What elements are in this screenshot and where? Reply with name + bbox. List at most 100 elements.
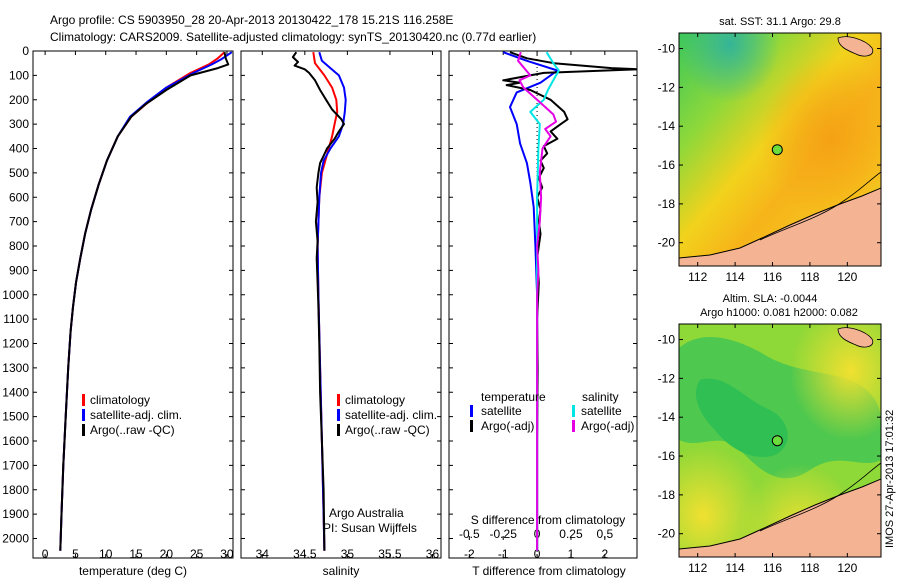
temperature-series (59, 51, 233, 551)
y-tick-label: 200 (9, 93, 29, 107)
map-x-tick-label: 118 (800, 561, 819, 575)
x-tick-label: 35.5 (378, 547, 402, 561)
sla-map-argo-marker (771, 435, 783, 447)
annotation-argo-australia: Argo Australia (329, 506, 404, 520)
salinity-series (291, 51, 347, 551)
map-y-tick-label: -12 (658, 80, 676, 94)
sla-map-frame (678, 323, 882, 558)
difference-x-axis: -2 -1 0 1 2 (464, 51, 608, 561)
legend-swatch-temp-argo (470, 420, 473, 432)
map-x-tick-label: 116 (763, 270, 782, 284)
x-tick-label: 0 (42, 547, 49, 561)
legend-label-argo: Argo(..raw -QC) (90, 423, 175, 437)
y-tick-label: 1000 (2, 288, 29, 302)
map-x-tick-label: 114 (726, 561, 745, 575)
y-tick-label: 900 (9, 263, 29, 277)
y-tick-label: 1400 (2, 385, 29, 399)
sst-map-title: sat. SST: 31.1 Argo: 29.8 (719, 16, 841, 28)
y-tick-label: 500 (9, 166, 29, 180)
legend-swatch-sal-argo (572, 420, 575, 432)
y-tick-label: 300 (9, 117, 29, 131)
x-tick-label: 34.5 (293, 547, 317, 561)
sla-map-panel: Altim. SLA: -0.0044 Argo h1000: 0.081 h2… (658, 293, 882, 575)
top-x-tick-label: 0.25 (559, 527, 583, 541)
x-tick-label: -2 (464, 547, 475, 561)
difference-panel: -2 -1 0 1 2 -0.5 -0.25 0 0.25 0.5 T difference f… (448, 50, 638, 578)
y-tick-label: 1700 (2, 458, 29, 472)
difference-series (502, 51, 637, 558)
sla-map-axes: 112 114 116 118 120 -10 -12 -14 -16 -18 -20 (658, 324, 881, 575)
map-y-tick-label: -14 (658, 410, 676, 424)
y-tick-label: 1200 (2, 337, 29, 351)
sla-map-contour (759, 462, 881, 532)
x-tick-label: 5 (72, 547, 79, 561)
x-tick-label: 34 (256, 547, 270, 561)
depth-axis: 0 100 200 300 400 500 600 700 800 900 1000 1100 1200… (2, 44, 233, 546)
series-line-climatology (59, 51, 226, 551)
legend-label-satellite: satellite-adj. clim. (345, 408, 437, 422)
legend-label-satellite: satellite-adj. clim. (90, 408, 182, 422)
y-tick-label: 800 (9, 239, 29, 253)
legend-label-temp-satellite: satellite (481, 404, 522, 418)
salinity-x-axis: 34 34.5 35 35.5 36 (256, 51, 440, 561)
legend-label-sal-argo: Argo(-adj) (581, 419, 634, 433)
y-tick-label: 1100 (3, 312, 29, 326)
imos-timestamp: IMOS 27-Apr-2013 17:01:32 (884, 410, 896, 548)
y-tick-label: 600 (9, 190, 29, 204)
series-line-salinity-satellite (529, 51, 560, 551)
temperature-xlabel: temperature (deg C) (79, 564, 187, 578)
temperature-legend: climatology satellite-adj. clim. Argo(..… (82, 393, 182, 437)
x-tick-label: 36 (426, 547, 440, 561)
difference-top-x-axis: -0.5 -0.25 0 0.25 0.5 (459, 527, 614, 541)
legend-label-temp-argo: Argo(-adj) (481, 419, 534, 433)
legend-label-argo: Argo(..raw -QC) (345, 423, 430, 437)
x-tick-label: 2 (601, 547, 608, 561)
sst-map-frame (678, 32, 882, 267)
sla-map-title-line2: Argo h1000: 0.081 h2000: 0.082 (700, 307, 858, 319)
legend-heading-temperature: temperature (481, 390, 546, 404)
difference-xlabel-top: S difference from climatology (471, 513, 626, 527)
temperature-axes-frame (32, 50, 234, 559)
figure-title-line2: Climatology: CARS2009. Satellite-adjuste… (50, 30, 536, 44)
legend-swatch-satellite (82, 409, 85, 421)
x-tick-label: 15 (129, 547, 143, 561)
difference-y-ticks (449, 50, 637, 539)
map-x-tick-label: 120 (837, 270, 857, 284)
x-tick-label: 30 (220, 547, 234, 561)
top-x-tick-label: -0.25 (490, 527, 518, 541)
salinity-y-ticks (241, 50, 441, 539)
map-x-tick-label: 116 (763, 561, 782, 575)
legend-label-sal-satellite: satellite (581, 404, 622, 418)
x-tick-label: 20 (160, 547, 174, 561)
y-tick-label: 0 (22, 44, 29, 58)
difference-legend: temperature satellite Argo(-adj) salinit… (470, 390, 634, 433)
y-tick-label: 1600 (2, 434, 29, 448)
sla-map-island (837, 327, 874, 348)
top-x-tick-label: 0.5 (596, 527, 613, 541)
map-x-tick-label: 112 (688, 270, 707, 284)
series-line-salinity-argo-adj- (517, 51, 557, 551)
y-tick-label: 2000 (2, 532, 29, 546)
difference-axes-frame (448, 50, 638, 559)
sst-map-contour (759, 171, 881, 241)
map-y-tick-label: -20 (658, 236, 676, 250)
figure-title-line1: Argo profile: CS 5903950_28 20-Apr-2013 … (50, 13, 453, 27)
map-y-tick-label: -12 (658, 371, 676, 385)
y-tick-label: 1800 (2, 483, 29, 497)
sla-map-coastline (679, 478, 881, 557)
y-tick-label: 1900 (2, 507, 29, 521)
sst-map-axes: 112 114 116 118 120 -10 -12 -14 -16 -18 -20 (658, 33, 881, 284)
series-line-climatology (312, 52, 339, 551)
sst-map-argo-marker (771, 144, 783, 156)
series-line-argo-raw-qc- (59, 52, 230, 551)
y-tick-label: 400 (9, 142, 29, 156)
salinity-panel: 34 34.5 35 35.5 36 salinity climatology sate… (240, 50, 442, 578)
x-tick-label: -1 (498, 547, 509, 561)
y-tick-label: 700 (9, 215, 29, 229)
map-x-tick-label: 112 (688, 561, 707, 575)
map-y-tick-label: -18 (658, 488, 676, 502)
legend-swatch-sal-satellite (572, 405, 575, 417)
map-y-tick-label: -10 (658, 42, 676, 56)
map-y-tick-label: -18 (658, 197, 676, 211)
